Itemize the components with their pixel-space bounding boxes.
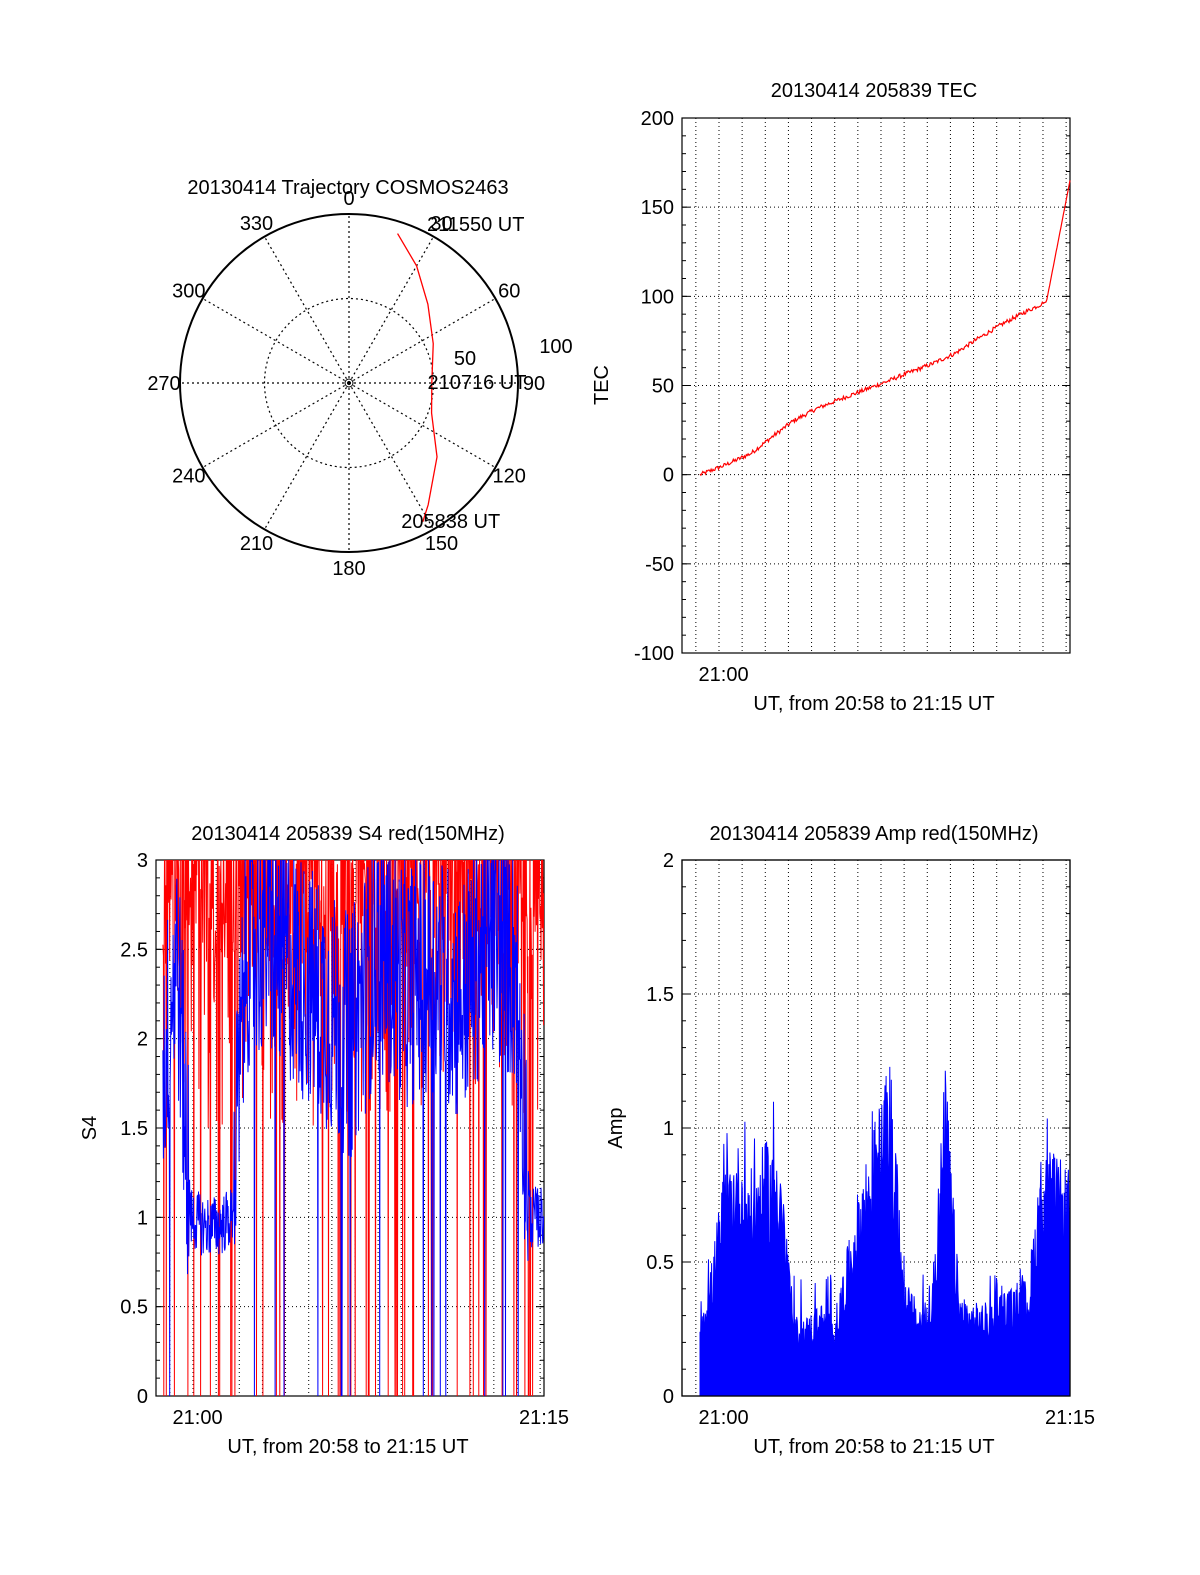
trajectory-annotation: 211550 UT: [427, 214, 524, 236]
amp-chart: 20130414 205839 Amp red(150MHz) Amp UT, …: [605, 823, 1095, 1458]
amp-blue-series: [699, 1066, 1071, 1397]
y-tick-label: 1.5: [646, 984, 674, 1006]
polar-spoke: [348, 297, 496, 384]
s4-chart: 20130414 205839 S4 red(150MHz) S4 UT, fr…: [79, 823, 569, 1458]
tec-xlabel: UT, from 20:58 to 21:15 UT: [753, 693, 994, 715]
polar-angle-label: 60: [498, 281, 520, 303]
polar-trajectory-chart: 20130414 Trajectory COSMOS2463 0 30 60 90 12…: [147, 177, 572, 580]
y-tick-label: 3: [137, 850, 148, 872]
y-tick-label: 150: [641, 197, 674, 219]
plot-frame: [681, 117, 1071, 654]
polar-radius-label: 50: [454, 348, 476, 370]
polar-angle-label: 0: [343, 188, 354, 210]
amp-title: 20130414 205839 Amp red(150MHz): [709, 823, 1038, 845]
polar-radius-label: 100: [539, 336, 572, 358]
polar-angle-label: 30: [430, 213, 452, 235]
trajectory-annotation: 205838 UT: [401, 511, 500, 533]
y-tick-label: 2: [137, 1029, 148, 1051]
trajectory-line: [397, 233, 438, 522]
polar-angle-label: 240: [172, 466, 205, 488]
y-tick-label: 2: [663, 850, 674, 872]
polar-spoke: [202, 382, 350, 469]
polar-angle-label: 270: [147, 373, 180, 395]
amp-ylabel: Amp: [605, 1107, 627, 1148]
s4-title: 20130414 205839 S4 red(150MHz): [191, 823, 505, 845]
y-tick-label: -50: [645, 554, 674, 576]
x-tick-label: 21:15: [519, 1407, 569, 1429]
polar-angle-label: 90: [523, 373, 545, 395]
x-tick-label: 21:00: [699, 1407, 749, 1429]
polar-angle-labels: 0 30 60 90 120 150 180 210 240 270 300 330: [147, 188, 545, 580]
trajectory-series: [397, 233, 438, 522]
y-tick-label: 2.5: [120, 939, 148, 961]
polar-spoke: [348, 382, 496, 469]
amp-plot-area: 0 0.5 1 1.5 2 21:00 21:15: [646, 850, 1095, 1429]
polar-spoke: [263, 382, 350, 530]
tec-title: 20130414 205839 TEC: [771, 80, 977, 102]
tec-ylabel: TEC: [591, 365, 613, 405]
y-tick-label: -100: [634, 643, 674, 665]
trajectory-annotations: 211550 UT 210716 UT 205838 UT: [401, 214, 526, 533]
polar-angle-label: 180: [332, 558, 365, 580]
polar-title: 20130414 Trajectory COSMOS2463: [187, 177, 508, 199]
s4-series-layer: [162, 860, 544, 1396]
y-tick-label: 1.5: [120, 1118, 148, 1140]
polar-spoke: [348, 236, 435, 384]
y-tick-label: 0.5: [646, 1252, 674, 1274]
s4-xlabel: UT, from 20:58 to 21:15 UT: [227, 1436, 468, 1458]
polar-angle-label: 330: [240, 213, 273, 235]
polar-spoke: [202, 297, 350, 384]
tec-plot-area: -100 -50 0 50 100 150 200 21:00: [634, 108, 1071, 686]
polar-center: [344, 378, 354, 388]
polar-angle-label: 120: [493, 466, 526, 488]
y-tick-label: 1: [137, 1207, 148, 1229]
y-tick-label: 0: [137, 1386, 148, 1408]
x-tick-label: 21:00: [699, 664, 749, 686]
polar-angle-label: 300: [172, 281, 205, 303]
y-tick-label: 50: [652, 376, 674, 398]
tec-chart: 20130414 205839 TEC TEC UT, from 20:58 t…: [591, 80, 1071, 715]
y-tick-label: 100: [641, 286, 674, 308]
polar-angle-label: 150: [425, 533, 458, 555]
amp-xlabel: UT, from 20:58 to 21:15 UT: [753, 1436, 994, 1458]
polar-angle-label: 210: [240, 533, 273, 555]
y-tick-label: 0.5: [120, 1297, 148, 1319]
polar-spoke: [348, 382, 435, 530]
plot-frame: [681, 859, 1071, 1397]
y-tick-label: 0: [663, 465, 674, 487]
polar-spoke: [263, 236, 350, 384]
s4-blue-series: [162, 860, 544, 1396]
y-tick-label: 200: [641, 108, 674, 130]
polar-inner-ring: [263, 297, 435, 469]
s4-ylabel: S4: [79, 1116, 101, 1140]
s4-plot-area: 0 0.5 1 1.5 2 2.5 3 21:00 21:15: [120, 850, 569, 1429]
trajectory-annotation: 210716 UT: [428, 372, 527, 394]
polar-grid: [179, 213, 519, 553]
polar-radius-labels: 50 100: [454, 336, 573, 370]
x-tick-label: 21:00: [173, 1407, 223, 1429]
polar-outer-ring: [179, 213, 519, 553]
x-tick-label: 21:15: [1045, 1407, 1095, 1429]
y-tick-label: 0: [663, 1386, 674, 1408]
y-tick-label: 1: [663, 1118, 674, 1140]
tec-series-line: [699, 180, 1071, 477]
